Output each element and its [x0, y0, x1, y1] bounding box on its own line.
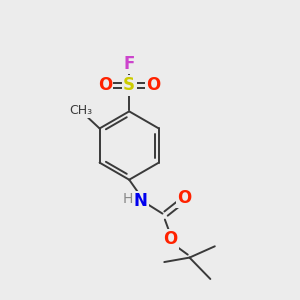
Text: O: O	[98, 76, 112, 94]
Text: O: O	[146, 76, 161, 94]
Text: N: N	[134, 192, 147, 210]
Text: O: O	[177, 189, 191, 207]
Text: CH₃: CH₃	[69, 104, 92, 117]
Text: F: F	[124, 55, 135, 73]
Text: O: O	[163, 230, 177, 248]
Text: H: H	[123, 192, 133, 206]
Text: S: S	[123, 76, 135, 94]
